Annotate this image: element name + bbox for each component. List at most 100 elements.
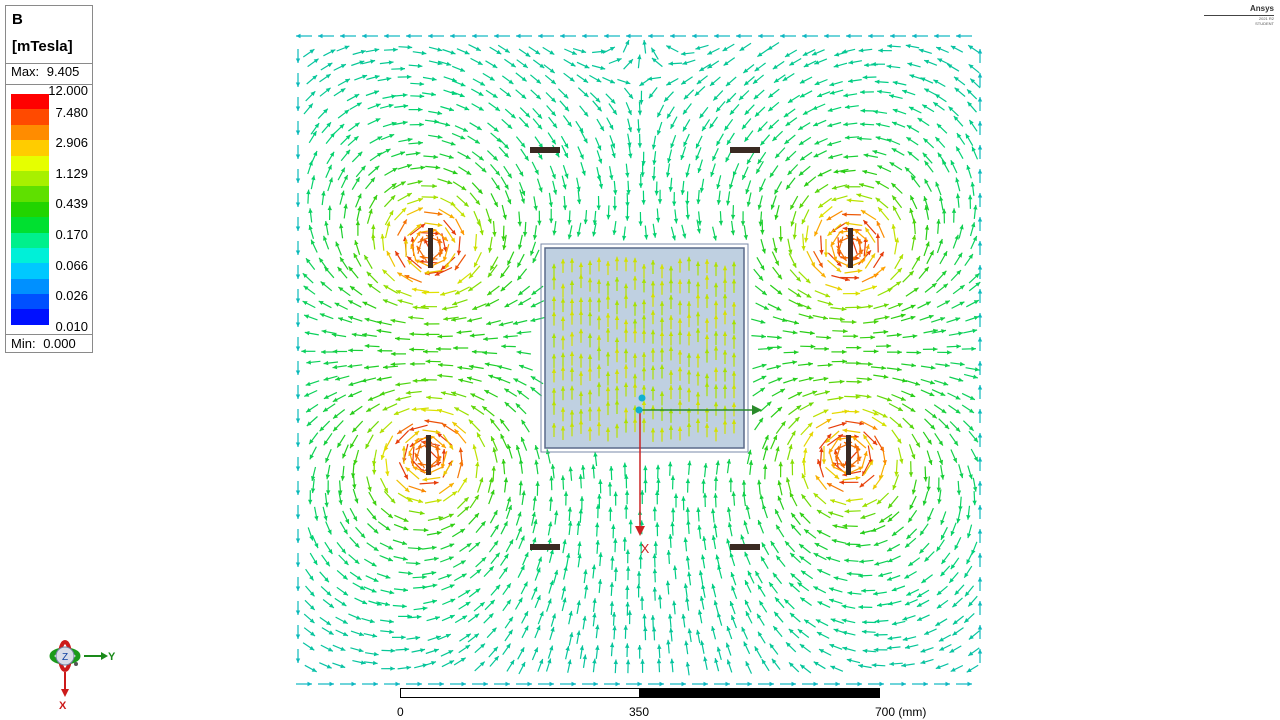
field-arrow-head	[390, 362, 396, 367]
core-arrow-head	[704, 348, 710, 354]
coil-arrow-head	[863, 434, 868, 440]
field-arrow-head	[371, 224, 376, 230]
boundary-arrow-head	[977, 529, 983, 534]
field-arrow-head	[445, 122, 451, 127]
field-arrow-head	[320, 281, 326, 287]
field-arrow-head	[816, 632, 822, 637]
legend-tick: 2.906	[55, 135, 88, 150]
field-arrow-head	[680, 51, 686, 56]
triad-dot	[74, 662, 78, 666]
field-arrow-head	[504, 152, 509, 158]
field-arrow-head	[353, 136, 359, 141]
field-arrow-head	[421, 407, 426, 413]
field-arrow-head	[610, 98, 616, 104]
field-arrow-head	[488, 613, 494, 619]
core-arrow-head	[722, 310, 728, 315]
field-arrow-head	[461, 185, 467, 191]
field-arrow-head	[889, 162, 895, 167]
boundary-arrow-head	[692, 33, 697, 39]
field-arrow-head	[534, 445, 539, 450]
axis-triad[interactable]: Z Y X	[40, 636, 130, 716]
core-arrow-head	[686, 313, 692, 318]
field-arrow-head	[718, 220, 724, 226]
field-arrow-head	[518, 480, 523, 486]
coil-arrow-head	[834, 474, 840, 479]
field-arrow-head	[968, 474, 973, 480]
field-arrow-head	[376, 328, 382, 334]
boundary-arrow-head	[977, 121, 983, 126]
field-arrow-head	[841, 618, 847, 623]
field-arrow-head	[417, 546, 423, 551]
boundary-arrow-head	[505, 681, 510, 687]
field-arrow-head	[371, 588, 377, 593]
field-arrow-head	[549, 68, 555, 73]
field-arrow-head	[939, 646, 945, 651]
field-arrow-head	[404, 647, 410, 652]
field-arrow-head	[469, 333, 475, 338]
field-arrow-head	[309, 49, 315, 54]
field-arrow-head	[862, 620, 867, 625]
field-arrow-head	[627, 110, 632, 115]
field-arrow-head	[560, 475, 566, 480]
field-arrow-head	[935, 664, 941, 669]
field-arrow-head	[936, 219, 941, 224]
core-arrow-head	[614, 277, 620, 282]
field-arrow-head	[874, 619, 880, 624]
field-arrow-head	[537, 113, 542, 119]
scale-label-700: 700 (mm)	[875, 705, 927, 719]
core-arrow-head	[641, 418, 647, 423]
field-arrow-head	[781, 421, 786, 427]
color-legend[interactable]: B [mTesla] Max: 9.405 12.000 7.480 2.906…	[5, 5, 93, 353]
field-arrow-head	[950, 667, 956, 672]
core-arrow-head	[659, 280, 665, 286]
field-arrow-head	[502, 245, 507, 250]
field-arrow-head	[523, 611, 528, 617]
legend-color-bar	[11, 94, 49, 326]
field-arrow-head	[881, 422, 887, 427]
boundary-arrow-head	[295, 610, 301, 615]
field-arrow-head	[636, 128, 641, 134]
field-arrow-head	[435, 635, 441, 640]
boundary-arrow-head	[977, 97, 983, 102]
field-arrow-head	[894, 237, 900, 243]
field-arrow-head	[777, 407, 782, 412]
field-arrow-head	[773, 626, 778, 631]
field-arrow-head	[504, 388, 510, 393]
field-arrow-head	[309, 618, 315, 624]
field-arrow-head	[802, 110, 808, 115]
boundary-arrow-head	[747, 681, 752, 687]
field-arrow-head	[390, 648, 396, 653]
field-arrow-head	[348, 300, 354, 305]
boundary-arrow-head	[295, 538, 301, 543]
field-arrow-head	[682, 60, 688, 65]
field-arrow-head	[584, 64, 590, 69]
field-arrow-head	[816, 510, 822, 515]
field-arrow-head	[831, 197, 837, 202]
scale-label-350: 350	[629, 705, 650, 719]
core-arrow-head	[551, 311, 557, 317]
field-arrow-head	[324, 221, 329, 226]
core-arrow-head	[632, 257, 638, 263]
field-arrow-head	[775, 153, 780, 159]
field-arrow-head	[465, 633, 471, 638]
field-arrow-head	[362, 301, 368, 306]
field-arrow-head	[756, 168, 761, 174]
field-arrow-head	[712, 155, 717, 161]
field-arrow-head	[353, 459, 358, 465]
field-arrow-head	[569, 77, 575, 82]
core-arrow-head	[596, 315, 602, 321]
field-arrow-head	[387, 557, 393, 562]
field-arrow-head	[452, 421, 458, 427]
field-arrow-head	[562, 539, 567, 545]
core-arrow-head	[641, 278, 647, 283]
field-arrow-head	[402, 540, 407, 546]
field-arrow-head	[591, 464, 596, 470]
field-arrow-head	[970, 78, 976, 84]
field-arrow-head	[313, 58, 319, 64]
field-arrow-head	[500, 286, 506, 292]
field-arrow-head	[747, 570, 752, 576]
field-arrow-head	[670, 475, 676, 480]
field-arrow-head	[400, 66, 405, 71]
